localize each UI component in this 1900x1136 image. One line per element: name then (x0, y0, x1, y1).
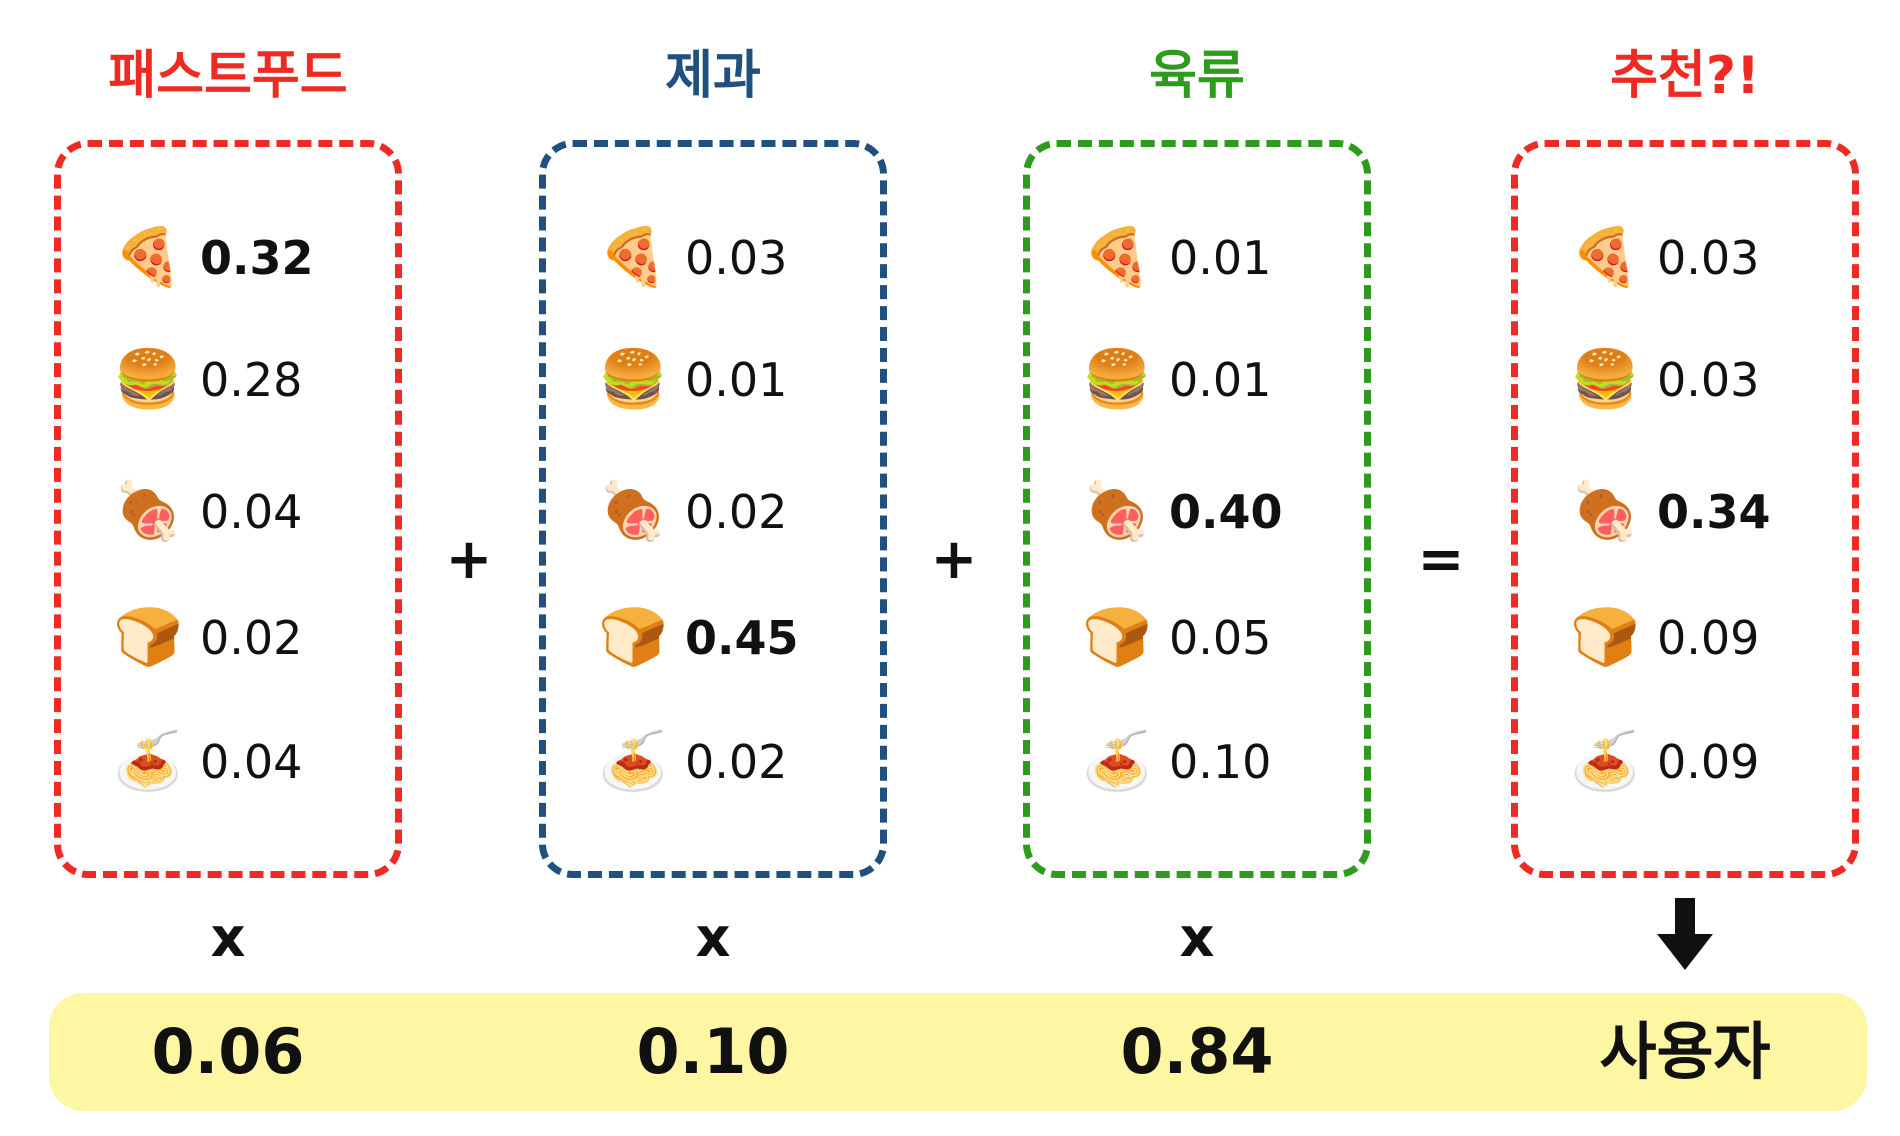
food-icon: 🍕 (1082, 225, 1152, 290)
weight-bar (49, 993, 1867, 1111)
food-icon: 🍝 (113, 729, 183, 794)
multiply-sign: x (695, 906, 731, 969)
multiply-sign: x (1179, 906, 1215, 969)
food-score: 0.10 (1169, 735, 1272, 789)
food-icon: 🍕 (113, 225, 183, 290)
food-score: 0.03 (1657, 231, 1760, 285)
food-icon: 🍞 (1082, 605, 1152, 670)
column-box (539, 140, 887, 878)
food-icon: 🍖 (1082, 479, 1152, 544)
food-icon: 🍔 (598, 347, 668, 412)
column-title: 육류 (1149, 46, 1245, 106)
food-score: 0.09 (1657, 735, 1760, 789)
food-score: 0.02 (685, 485, 788, 539)
food-score: 0.01 (1169, 353, 1272, 407)
food-score: 0.40 (1169, 485, 1283, 539)
food-score: 0.28 (200, 353, 303, 407)
food-icon: 🍝 (1570, 729, 1640, 794)
food-score: 0.01 (685, 353, 788, 407)
column-weight: 사용자 (1599, 1015, 1771, 1088)
food-score: 0.34 (1657, 485, 1771, 539)
food-icon: 🍕 (1570, 225, 1640, 290)
column-weight: 0.10 (636, 1015, 790, 1088)
food-icon: 🍝 (1082, 729, 1152, 794)
food-icon: 🍞 (113, 605, 183, 670)
column-weight: 0.06 (151, 1015, 305, 1088)
column-box (54, 140, 402, 878)
column-title: 패스트푸드 (108, 46, 348, 106)
food-score: 0.02 (200, 611, 303, 665)
column-box (1023, 140, 1371, 878)
food-icon: 🍔 (1082, 347, 1152, 412)
food-icon: 🍔 (113, 347, 183, 412)
column-title: 제과 (665, 46, 761, 106)
column-weight: 0.84 (1120, 1015, 1274, 1088)
food-icon: 🍝 (598, 729, 668, 794)
food-icon: 🍞 (1570, 605, 1640, 670)
food-icon: 🍖 (598, 479, 668, 544)
food-score: 0.03 (1657, 353, 1760, 407)
food-score: 0.02 (685, 735, 788, 789)
food-score: 0.09 (1657, 611, 1760, 665)
food-icon: 🍔 (1570, 347, 1640, 412)
operator: = (1417, 527, 1465, 592)
food-icon: 🍞 (598, 605, 668, 670)
food-score: 0.32 (200, 231, 314, 285)
food-score: 0.04 (200, 485, 303, 539)
food-score: 0.04 (200, 735, 303, 789)
food-icon: 🍖 (1570, 479, 1640, 544)
column-box (1511, 140, 1859, 878)
column-title: 추천?! (1610, 46, 1760, 106)
food-score: 0.03 (685, 231, 788, 285)
food-score: 0.45 (685, 611, 799, 665)
operator: + (930, 527, 978, 592)
down-arrow (1657, 898, 1713, 970)
operator: + (445, 527, 493, 592)
multiply-sign: x (210, 906, 246, 969)
food-icon: 🍕 (598, 225, 668, 290)
food-icon: 🍖 (113, 479, 183, 544)
food-score: 0.01 (1169, 231, 1272, 285)
food-score: 0.05 (1169, 611, 1272, 665)
